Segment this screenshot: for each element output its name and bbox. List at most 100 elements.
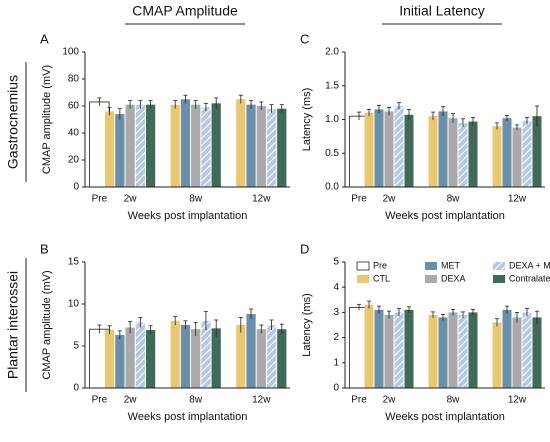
y-tick-label: 80 (68, 74, 80, 85)
legend-label: DEXA (441, 273, 466, 283)
x-tick-label: Pre (351, 194, 367, 205)
x-tick-label: 2w (383, 395, 397, 406)
y-tick-label: 5 (73, 341, 79, 352)
bar (277, 329, 287, 388)
y-tick-label: 2.0 (325, 47, 339, 58)
bar (468, 121, 478, 187)
y-tick-label: 0.5 (325, 148, 339, 159)
x-tick-label: 12w (508, 395, 527, 406)
bar (374, 309, 384, 388)
y-tick-label: 0.0 (325, 182, 339, 193)
x-tick-label: 2w (383, 194, 397, 205)
y-tick-label: 1 (333, 357, 339, 368)
x-tick-label: Pre (351, 395, 367, 406)
x-tick-label: 2w (124, 395, 138, 406)
bar (502, 309, 512, 388)
x-tick-label: 8w (447, 395, 461, 406)
y-tick-label: 0 (73, 182, 79, 193)
legend-label: Contralateral (509, 273, 550, 283)
bar (374, 109, 384, 187)
bar (201, 320, 211, 388)
bar (522, 120, 532, 187)
bar (438, 111, 448, 187)
bar (458, 314, 468, 388)
x-tick-label: 12w (508, 194, 527, 205)
bar (384, 314, 394, 388)
bar (492, 126, 502, 187)
x-tick-label: 2w (124, 194, 138, 205)
bar (492, 322, 502, 388)
bar (180, 99, 191, 187)
y-tick-label: 3 (333, 307, 339, 318)
legend-swatch (356, 261, 370, 271)
y-axis-label: CMAP amplitude (mV) (41, 65, 53, 174)
bar (364, 304, 374, 388)
y-tick-label: 60 (68, 101, 80, 112)
x-axis-label: Weeks post implantation (385, 411, 505, 423)
bar (170, 320, 180, 388)
y-tick-label: 4 (333, 282, 339, 293)
y-tick-label: 1.5 (325, 80, 339, 91)
bar (502, 118, 512, 187)
bar (125, 327, 135, 388)
row-label: Gastrocnemius (5, 75, 21, 169)
bar (384, 111, 394, 187)
bar (532, 116, 542, 187)
bar (191, 329, 201, 388)
bar (125, 104, 135, 187)
x-tick-label: Pre (92, 395, 108, 406)
y-tick-label: 15 (68, 257, 80, 268)
column-title: Initial Latency (399, 3, 485, 19)
bar (394, 312, 404, 388)
panel-letter: A (40, 31, 49, 46)
bar (104, 111, 115, 187)
bar (266, 325, 277, 388)
legend-swatch (357, 275, 369, 283)
y-tick-label: 100 (62, 47, 79, 58)
y-tick-label: 0 (73, 383, 79, 394)
bar (115, 335, 125, 388)
bar (404, 114, 414, 187)
bar (135, 104, 145, 187)
y-tick-label: 2 (333, 332, 339, 343)
x-tick-label: Pre (92, 194, 108, 205)
bar (448, 312, 458, 388)
bar (256, 329, 266, 388)
bar (145, 104, 156, 187)
bar (468, 312, 478, 388)
bar (512, 317, 522, 388)
bar (211, 103, 221, 187)
legend-swatch (425, 262, 437, 270)
legend-label: CTL (373, 273, 390, 283)
bar (448, 118, 458, 187)
legend-swatch (493, 275, 505, 283)
bar (428, 116, 438, 187)
bar (180, 325, 191, 388)
bar (532, 317, 542, 388)
bar (236, 99, 246, 187)
bar (246, 104, 256, 187)
legend-label: Pre (373, 260, 387, 270)
panel-letter: D (300, 241, 309, 256)
y-axis-label: Latency (ms) (301, 88, 313, 152)
x-tick-label: 8w (189, 395, 203, 406)
bar (256, 106, 266, 187)
x-axis-label: Weeks post implantation (128, 210, 248, 222)
bar (115, 114, 125, 187)
y-axis-label: Latency (ms) (301, 293, 313, 357)
x-axis-label: Weeks post implantation (128, 411, 248, 423)
bar (512, 127, 522, 187)
y-tick-label: 20 (68, 155, 80, 166)
y-tick-label: 40 (68, 128, 80, 139)
y-axis-label: CMAP amplitude (mV) (41, 270, 53, 379)
bar (201, 107, 211, 187)
bar (246, 314, 256, 388)
bar (364, 112, 374, 187)
bar (211, 328, 221, 388)
bar (394, 106, 404, 187)
legend-label: MET (441, 260, 461, 270)
bar (236, 325, 246, 388)
y-tick-label: 0 (333, 383, 339, 394)
